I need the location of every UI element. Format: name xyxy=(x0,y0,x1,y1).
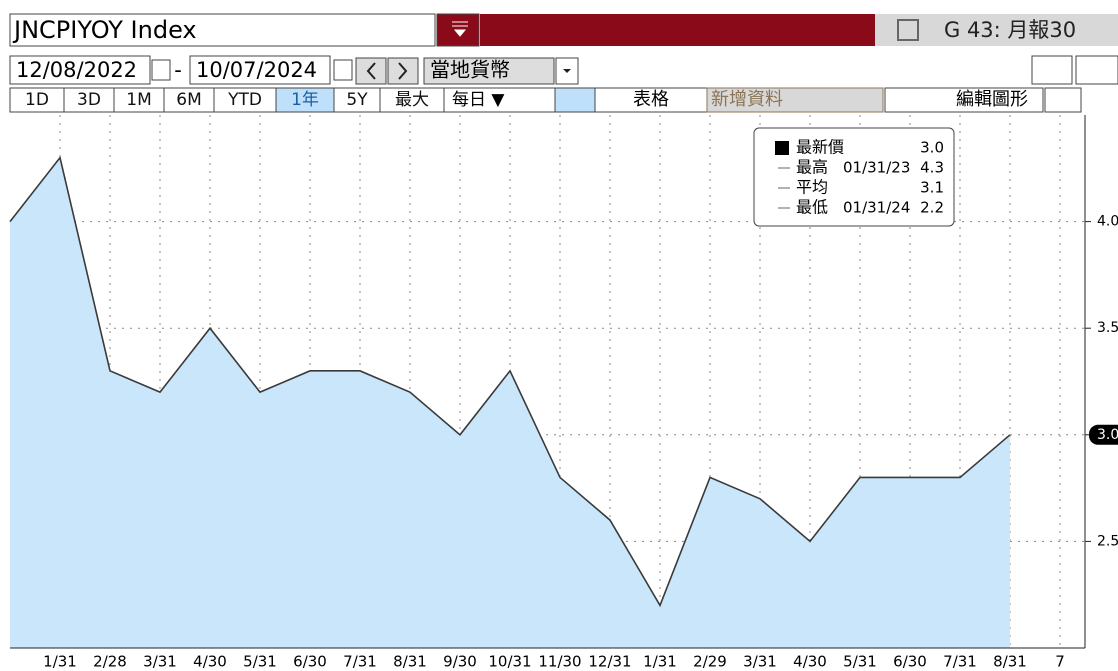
period-text: YTD xyxy=(227,90,262,110)
x-tick-label: 2/28 xyxy=(93,653,127,671)
dropdown-icon xyxy=(452,21,468,37)
legend-name: 最低 xyxy=(796,198,828,217)
x-tick-label: 12/31 xyxy=(588,653,631,671)
legend-name: 最高 xyxy=(796,158,828,177)
redo-button[interactable] xyxy=(1075,55,1118,85)
dropdown-icon xyxy=(563,69,571,73)
function-label: G 43: 月報30 xyxy=(944,18,1076,42)
period-text: 1D xyxy=(25,90,49,110)
period-text: 1年 xyxy=(291,90,319,110)
period-text: 5Y xyxy=(346,90,368,110)
add-data[interactable] xyxy=(706,87,884,113)
x-tick-label: 7/31 xyxy=(343,653,377,671)
x-tick-label: 11/30 xyxy=(538,653,581,671)
prev-button[interactable] xyxy=(355,57,387,85)
calendar-icon[interactable] xyxy=(151,59,171,81)
x-tick-label: 1/31 xyxy=(43,653,77,671)
table-button[interactable] xyxy=(594,87,708,113)
period-button[interactable] xyxy=(9,87,65,113)
y-tick-label: 3.5 xyxy=(1097,320,1118,336)
x-tick-label: 4/30 xyxy=(193,653,227,671)
start-date-text: 12/08/2022 xyxy=(16,58,137,82)
area xyxy=(10,157,1010,648)
last-value-label: 3.0 xyxy=(1097,427,1118,443)
toolbar: 1D 3D 1M 6M YTD 1年 5Y 最大 每日 ▼ xyxy=(9,87,556,113)
period-button[interactable] xyxy=(275,87,335,113)
add-data-text: 新增資料 xyxy=(711,89,783,110)
currency-select[interactable] xyxy=(423,57,555,85)
frequency-button[interactable] xyxy=(443,87,556,113)
ticker: JNCPIYOY Index xyxy=(12,16,197,44)
period-button[interactable] xyxy=(63,87,115,113)
period-button[interactable] xyxy=(163,87,215,113)
x-tick-label: 4/30 xyxy=(793,653,827,671)
table-text: 表格 xyxy=(633,89,669,110)
end-date[interactable] xyxy=(189,55,331,85)
legend-name: 最新價 xyxy=(796,138,844,157)
edit-button[interactable] xyxy=(884,87,1044,113)
date-separator: - xyxy=(174,58,182,82)
x-tick-label: 2/29 xyxy=(693,653,727,671)
period-text: 1M xyxy=(126,90,151,110)
period-button[interactable] xyxy=(213,87,277,113)
period-button[interactable] xyxy=(379,87,445,113)
currency-text: 當地貨幣 xyxy=(430,58,510,82)
x-tick-label: 7/31 xyxy=(943,653,977,671)
y-tick-label: 4.0 xyxy=(1097,214,1118,230)
undo-button[interactable] xyxy=(1031,55,1073,85)
legend-value: 3.1 xyxy=(920,179,944,197)
x-tick-label: 6/30 xyxy=(293,653,327,671)
legend-value: 4.3 xyxy=(920,159,944,177)
line xyxy=(9,155,1011,608)
next-button[interactable] xyxy=(387,57,419,85)
x-tick-label: 5/31 xyxy=(243,653,277,671)
x-tick-label: 3/31 xyxy=(143,653,177,671)
start-date[interactable] xyxy=(9,55,151,85)
x-tick-label: 9/30 xyxy=(443,653,477,671)
legend-name: 平均 xyxy=(796,178,828,197)
legend-box xyxy=(753,127,955,227)
calendar-icon[interactable] xyxy=(333,59,353,81)
popout-icon[interactable] xyxy=(897,19,919,41)
x-tick-label: 8/31 xyxy=(393,653,427,671)
frequency-text: 每日 ▼ xyxy=(452,90,505,110)
ticker-box[interactable] xyxy=(9,13,436,47)
legend-value: 3.0 xyxy=(920,139,944,157)
x-tick-label: 3/31 xyxy=(743,653,777,671)
period-text: 6M xyxy=(176,90,201,110)
chart-type-button[interactable] xyxy=(554,87,596,113)
x-tick-label: 7 xyxy=(1055,653,1065,671)
y-tick-label: 2.5 xyxy=(1097,533,1118,549)
last-value-pill xyxy=(1089,424,1118,445)
legend-date: 01/31/23 xyxy=(843,159,910,177)
edit-text: 編輯圖形 xyxy=(956,89,1028,110)
x-tick-label: 10/31 xyxy=(488,653,531,671)
legend-date: 01/31/24 xyxy=(843,199,910,217)
legend-value: 2.2 xyxy=(920,199,944,217)
legend-marker xyxy=(775,141,789,155)
settings-button[interactable] xyxy=(1044,87,1082,113)
period-text: 3D xyxy=(77,90,101,110)
period-text: 最大 xyxy=(395,90,429,110)
chart: 1/31 2/28 3/31 4/30 5/31 6/30 7/31 8/31 9/30 10/3… xyxy=(9,115,1118,671)
x-tick-label: 8/31 xyxy=(993,653,1027,671)
x-tick-label: 1/31 xyxy=(643,653,677,671)
x-tick-label: 6/30 xyxy=(893,653,927,671)
prev-icon xyxy=(366,62,376,80)
end-date-text: 10/07/2024 xyxy=(196,58,317,82)
period-button[interactable] xyxy=(333,87,381,113)
title-bar xyxy=(480,14,875,46)
next-icon xyxy=(398,62,408,80)
x-tick-label: 5/31 xyxy=(843,653,877,671)
